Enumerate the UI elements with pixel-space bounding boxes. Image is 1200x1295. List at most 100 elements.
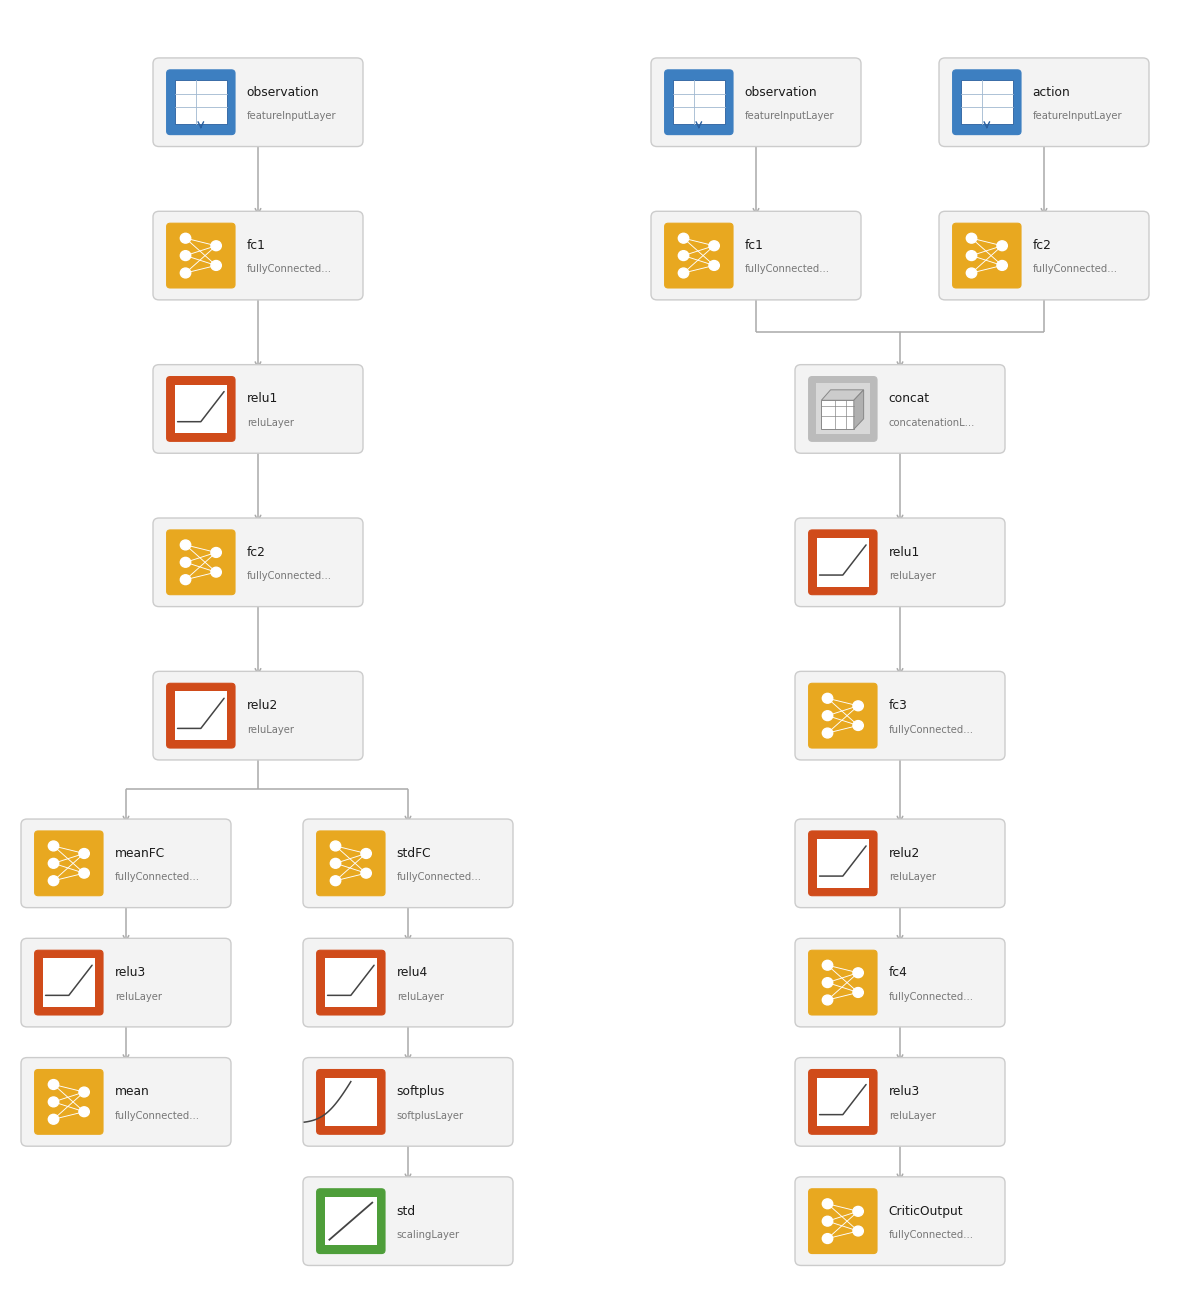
Text: meanFC: meanFC <box>115 847 164 860</box>
Text: relu4: relu4 <box>397 966 428 979</box>
Text: concatenationL...: concatenationL... <box>889 418 976 427</box>
FancyBboxPatch shape <box>154 58 364 146</box>
Text: relu3: relu3 <box>889 1085 920 1098</box>
Circle shape <box>678 251 689 260</box>
Circle shape <box>853 967 863 978</box>
Circle shape <box>211 548 221 557</box>
Circle shape <box>180 540 191 550</box>
Circle shape <box>822 1234 833 1243</box>
Text: fc3: fc3 <box>889 699 907 712</box>
FancyBboxPatch shape <box>317 951 385 1015</box>
Text: concat: concat <box>889 392 930 405</box>
Polygon shape <box>821 390 864 400</box>
Circle shape <box>678 233 689 243</box>
FancyBboxPatch shape <box>317 831 385 896</box>
Text: fullyConnected...: fullyConnected... <box>889 725 973 734</box>
FancyBboxPatch shape <box>325 1197 377 1246</box>
Circle shape <box>180 268 191 278</box>
Circle shape <box>180 251 191 260</box>
FancyBboxPatch shape <box>167 377 235 442</box>
Circle shape <box>997 241 1007 251</box>
Polygon shape <box>854 390 864 429</box>
Circle shape <box>709 241 719 251</box>
Text: reluLayer: reluLayer <box>115 992 162 1001</box>
Text: fc2: fc2 <box>1033 240 1051 253</box>
FancyBboxPatch shape <box>317 1189 385 1254</box>
FancyBboxPatch shape <box>817 537 869 587</box>
Text: featureInputLayer: featureInputLayer <box>745 111 834 122</box>
Text: mean: mean <box>115 1085 150 1098</box>
Circle shape <box>966 268 977 278</box>
Circle shape <box>79 1107 89 1116</box>
Text: softplus: softplus <box>397 1085 445 1098</box>
Circle shape <box>180 557 191 567</box>
Text: featureInputLayer: featureInputLayer <box>247 111 336 122</box>
Text: std: std <box>397 1204 416 1217</box>
FancyBboxPatch shape <box>167 684 235 749</box>
Circle shape <box>678 268 689 278</box>
Circle shape <box>361 848 371 859</box>
FancyBboxPatch shape <box>665 223 733 287</box>
Circle shape <box>853 1207 863 1216</box>
Text: relu2: relu2 <box>889 847 920 860</box>
FancyBboxPatch shape <box>796 1177 1006 1265</box>
Text: fc1: fc1 <box>745 240 763 253</box>
FancyBboxPatch shape <box>35 831 103 896</box>
FancyBboxPatch shape <box>953 70 1021 135</box>
Circle shape <box>330 840 341 851</box>
Circle shape <box>822 1216 833 1226</box>
FancyBboxPatch shape <box>175 80 227 124</box>
Circle shape <box>822 995 833 1005</box>
Circle shape <box>48 1080 59 1089</box>
FancyBboxPatch shape <box>796 365 1006 453</box>
Text: fullyConnected...: fullyConnected... <box>247 264 331 275</box>
FancyBboxPatch shape <box>154 365 364 453</box>
FancyBboxPatch shape <box>961 80 1013 124</box>
FancyBboxPatch shape <box>325 958 377 1008</box>
FancyBboxPatch shape <box>154 211 364 300</box>
Text: action: action <box>1033 85 1070 98</box>
Text: reluLayer: reluLayer <box>889 873 936 882</box>
FancyBboxPatch shape <box>302 1058 514 1146</box>
FancyBboxPatch shape <box>809 831 877 896</box>
Circle shape <box>822 961 833 970</box>
Circle shape <box>822 978 833 988</box>
FancyBboxPatch shape <box>35 1070 103 1134</box>
Text: fc1: fc1 <box>247 240 265 253</box>
Circle shape <box>180 233 191 243</box>
Circle shape <box>79 1087 89 1097</box>
FancyBboxPatch shape <box>175 385 227 434</box>
Circle shape <box>79 848 89 859</box>
Text: reluLayer: reluLayer <box>247 725 294 734</box>
FancyBboxPatch shape <box>325 1077 377 1127</box>
Circle shape <box>211 241 221 251</box>
Circle shape <box>966 233 977 243</box>
FancyBboxPatch shape <box>809 684 877 749</box>
Text: featureInputLayer: featureInputLayer <box>1033 111 1122 122</box>
FancyBboxPatch shape <box>809 530 877 594</box>
Text: relu1: relu1 <box>889 545 920 558</box>
Circle shape <box>853 1226 863 1235</box>
Text: fullyConnected...: fullyConnected... <box>115 873 199 882</box>
FancyBboxPatch shape <box>35 951 103 1015</box>
Text: fc2: fc2 <box>247 545 265 558</box>
FancyBboxPatch shape <box>953 223 1021 287</box>
FancyBboxPatch shape <box>673 80 725 124</box>
Circle shape <box>48 1097 59 1107</box>
Text: fc4: fc4 <box>889 966 907 979</box>
FancyBboxPatch shape <box>167 530 235 594</box>
FancyBboxPatch shape <box>302 1177 514 1265</box>
Circle shape <box>966 251 977 260</box>
Text: softplusLayer: softplusLayer <box>397 1111 464 1120</box>
Text: scalingLayer: scalingLayer <box>397 1230 460 1241</box>
Circle shape <box>853 988 863 997</box>
Circle shape <box>997 260 1007 271</box>
FancyBboxPatch shape <box>20 1058 230 1146</box>
FancyBboxPatch shape <box>817 1077 869 1127</box>
Text: relu1: relu1 <box>247 392 278 405</box>
FancyBboxPatch shape <box>650 58 862 146</box>
Text: fullyConnected...: fullyConnected... <box>745 264 829 275</box>
Circle shape <box>211 567 221 578</box>
Circle shape <box>330 875 341 886</box>
Polygon shape <box>821 400 854 429</box>
